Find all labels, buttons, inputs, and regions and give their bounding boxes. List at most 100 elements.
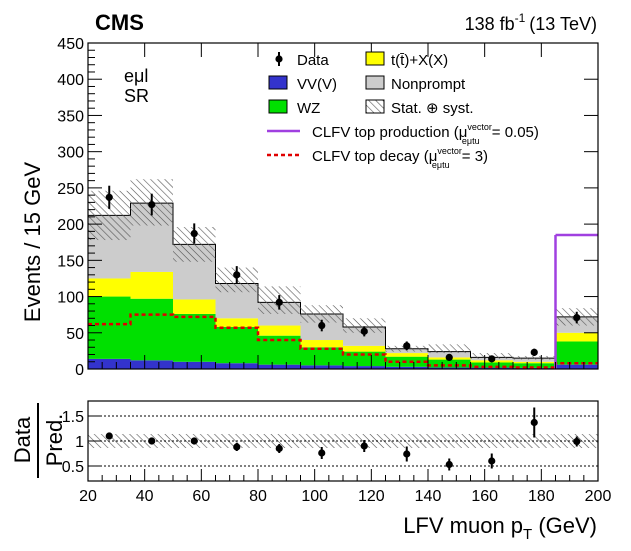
main-ytick-label: 350 — [57, 108, 84, 125]
ratio-point-11 — [573, 437, 581, 446]
ratio-point-6 — [360, 442, 368, 450]
ratio-point-10 — [530, 418, 538, 427]
bar-vvv-bin-6 — [343, 366, 386, 369]
experiment-label: CMS — [95, 10, 144, 35]
data-point-2 — [190, 229, 198, 238]
legend-entry-signal-decay: CLFV top decay (μvector eμtu = 3) — [267, 146, 488, 170]
legend-vvv-label: VV(V) — [297, 76, 337, 93]
main-ytick-label: 0 — [75, 362, 84, 379]
legend-wz-swatch — [268, 99, 288, 114]
legend-data-label: Data — [297, 52, 329, 69]
data-point-1 — [148, 200, 156, 209]
data-points — [105, 185, 581, 363]
bar-vvv-bin-3 — [215, 363, 258, 369]
lumi-value: 138 fb — [465, 14, 515, 34]
x-tick-label: 20 — [79, 488, 97, 505]
bar-ttx-bin-1 — [130, 271, 173, 299]
ratio-point-7 — [403, 450, 411, 458]
legend-entry-vvv: VV(V) — [268, 75, 337, 93]
bar-vvv-bin-2 — [173, 361, 216, 369]
x-tick-label: 200 — [585, 488, 612, 505]
bar-wz-bin-0 — [88, 296, 131, 359]
data-point-7 — [403, 342, 411, 350]
bar-vvv-bin-4 — [258, 364, 301, 369]
main-ytick-label: 150 — [57, 253, 84, 270]
legend-entry-signal-production: CLFV top production (μvector eμtu = 0.05) — [267, 122, 539, 146]
legend-ttx-label: t(t̄)+X(X) — [391, 52, 448, 69]
x-tick-label: 140 — [415, 488, 442, 505]
main-axes: 0 50 100 150 200 250 300 350 400 450 — [57, 36, 599, 379]
bar-ttx-bin-6 — [343, 345, 386, 352]
x-tick-label: 40 — [136, 488, 154, 505]
lumi-exponent: -1 — [515, 11, 526, 25]
bar-wz-bin-10 — [513, 363, 556, 368]
ratio-point-5 — [318, 449, 326, 457]
x-tick-label: 180 — [528, 488, 555, 505]
legend-ttx-swatch — [365, 51, 385, 66]
signal-production-line — [554, 233, 598, 369]
bar-vvv-bin-0 — [88, 358, 131, 369]
ratio-point-3 — [233, 443, 241, 451]
ratio-syst-band — [88, 434, 598, 448]
ratio-y-axis-title: Data Pred. — [10, 403, 67, 478]
x-tick-label: 80 — [249, 488, 267, 505]
main-ytick-label: 200 — [57, 217, 84, 234]
bar-vvv-bin-1 — [130, 360, 173, 369]
bar-ttx-bin-7 — [385, 353, 428, 357]
ratio-ylabel-denominator: Pred. — [42, 414, 67, 467]
ratio-point-0 — [105, 432, 113, 440]
legend-nonprompt-label: Nonprompt — [391, 76, 466, 93]
legend-syst-swatch — [365, 99, 385, 114]
lumi-label: 138 fb-1 (13 TeV) — [465, 11, 597, 34]
syst-band-bin-5 — [300, 305, 343, 323]
legend-wz-label: WZ — [297, 100, 320, 117]
bar-vvv-bin-9 — [470, 367, 513, 369]
bar-wz-bin-1 — [130, 298, 173, 361]
data-point-10 — [530, 348, 538, 356]
bar-vvv-bin-7 — [385, 366, 428, 369]
ratio-point-9 — [488, 457, 496, 465]
bar-ttx-bin-4 — [258, 325, 301, 336]
bar-wz-bin-9 — [470, 362, 513, 368]
x-tick-label: 160 — [471, 488, 498, 505]
ratio-point-4 — [275, 444, 283, 453]
legend-entry-data: Data — [275, 52, 329, 69]
channel-label: eμl — [124, 66, 148, 86]
legend-syst-label: Stat. ⊕ syst. — [391, 100, 474, 117]
syst-band-bin-8 — [428, 344, 471, 354]
main-ytick-label: 450 — [57, 36, 84, 53]
data-point-5 — [318, 321, 326, 330]
legend-entry-ttx: t(t̄)+X(X) — [365, 51, 448, 69]
main-ytick-label: 400 — [57, 72, 84, 89]
x-tick-label: 100 — [301, 488, 328, 505]
bar-ttx-bin-5 — [300, 340, 343, 348]
ratio-ytick-label: 1.5 — [62, 409, 84, 426]
data-point-8 — [445, 353, 453, 362]
lumi-energy: (13 TeV) — [529, 14, 597, 34]
data-point-0 — [105, 193, 113, 201]
bar-wz-bin-11 — [555, 341, 598, 365]
legend-entry-nonprompt: Nonprompt — [365, 75, 466, 93]
ratio-axes: 0.5 1 1.5 20 40 60 80 100 120 140 160 180 200 — [62, 400, 612, 505]
region-label: SR — [124, 86, 149, 106]
ratio-ytick-label: 1 — [75, 434, 84, 451]
legend-entry-wz: WZ — [268, 99, 320, 117]
bar-wz-bin-5 — [300, 347, 343, 366]
data-point-6 — [360, 327, 368, 335]
main-ytick-label: 300 — [57, 145, 84, 162]
ratio-ytick-label: 0.5 — [62, 459, 84, 476]
bar-wz-bin-3 — [215, 326, 258, 364]
data-point-4 — [275, 298, 283, 306]
bar-ttx-bin-0 — [88, 278, 131, 297]
bar-ttx-bin-2 — [173, 299, 216, 314]
syst-band-bin-10 — [513, 355, 556, 360]
bar-nonprompt-bin-10 — [513, 358, 556, 362]
data-point-11 — [573, 313, 581, 322]
ratio-point-2 — [190, 437, 198, 445]
legend-decay-label: CLFV top decay (μvector eμtu = 3) — [312, 146, 488, 170]
bar-ttx-bin-10 — [513, 361, 556, 364]
bar-vvv-bin-8 — [428, 367, 471, 369]
legend-nonprompt-swatch — [365, 75, 385, 90]
legend-entry-syst: Stat. ⊕ syst. — [365, 99, 474, 117]
